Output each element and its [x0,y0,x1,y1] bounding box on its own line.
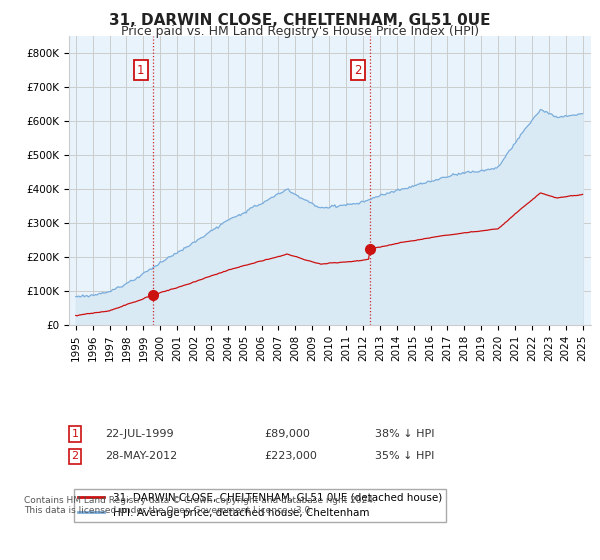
Text: 28-MAY-2012: 28-MAY-2012 [105,451,177,461]
Text: 1: 1 [71,429,79,439]
Text: 1: 1 [137,64,145,77]
Text: 2: 2 [71,451,79,461]
Text: £223,000: £223,000 [264,451,317,461]
Text: 31, DARWIN CLOSE, CHELTENHAM, GL51 0UE: 31, DARWIN CLOSE, CHELTENHAM, GL51 0UE [109,13,491,28]
Text: £89,000: £89,000 [264,429,310,439]
Text: 22-JUL-1999: 22-JUL-1999 [105,429,173,439]
Text: 35% ↓ HPI: 35% ↓ HPI [375,451,434,461]
Text: Price paid vs. HM Land Registry's House Price Index (HPI): Price paid vs. HM Land Registry's House … [121,25,479,38]
Legend: 31, DARWIN CLOSE, CHELTENHAM, GL51 0UE (detached house), HPI: Average price, det: 31, DARWIN CLOSE, CHELTENHAM, GL51 0UE (… [74,489,446,522]
Text: 38% ↓ HPI: 38% ↓ HPI [375,429,434,439]
Text: 2: 2 [354,64,362,77]
Text: Contains HM Land Registry data © Crown copyright and database right 2024.
This d: Contains HM Land Registry data © Crown c… [24,496,376,515]
